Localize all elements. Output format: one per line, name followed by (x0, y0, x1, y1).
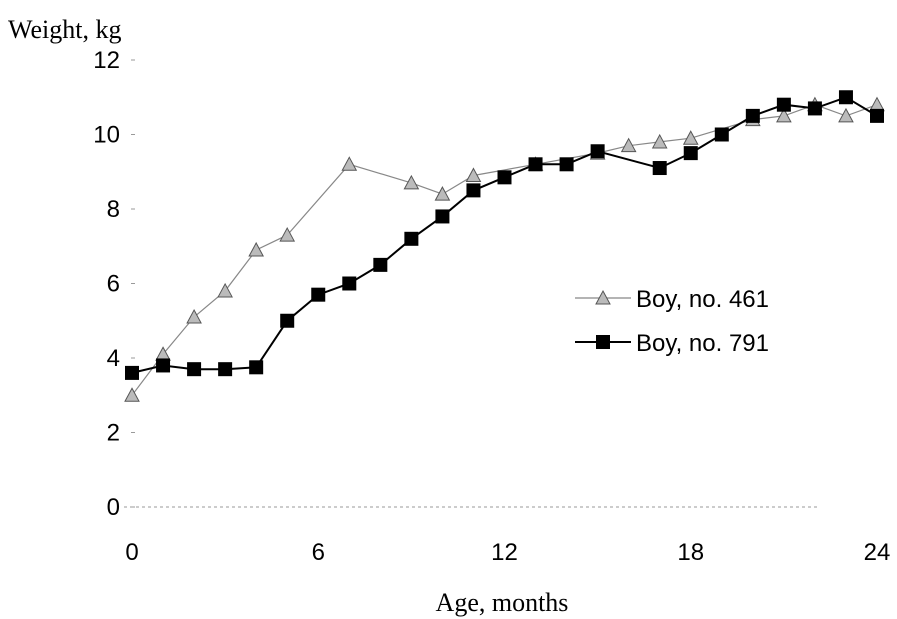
data-point-791 (683, 146, 698, 161)
y-tick-label: 0 (107, 494, 120, 521)
x-axis-title: Age, months (436, 588, 569, 617)
x-tick-label: 6 (312, 539, 325, 566)
data-point-461 (434, 186, 451, 201)
data-point-461 (279, 227, 296, 242)
data-point-791 (807, 101, 822, 116)
y-axis-title: Weight, kg (8, 15, 121, 44)
legend-triangle-marker (595, 289, 611, 305)
data-point-791 (590, 144, 605, 159)
data-point-791 (466, 183, 481, 198)
data-point-791 (187, 362, 202, 377)
data-point-461 (403, 174, 420, 190)
data-point-791 (404, 231, 419, 246)
x-tick-label: 0 (125, 539, 138, 566)
data-point-791 (125, 365, 139, 380)
data-point-791 (776, 97, 791, 112)
data-point-791 (652, 161, 667, 176)
data-point-461 (869, 96, 885, 112)
data-point-461 (651, 133, 668, 149)
x-tick-labels: 0 6 12 18 24 (125, 539, 890, 566)
x-tick-label: 12 (491, 539, 518, 566)
y-tick-label: 4 (107, 345, 120, 372)
data-series (124, 90, 885, 402)
data-point-461 (186, 308, 202, 324)
data-point-461 (341, 156, 358, 171)
data-point-791 (745, 108, 760, 123)
data-point-461 (838, 107, 854, 123)
y-tick-label: 2 (107, 420, 120, 447)
data-point-791 (373, 257, 388, 272)
data-point-461 (776, 107, 792, 123)
y-tick-label: 8 (107, 196, 120, 223)
series-boy-791 (125, 90, 884, 380)
axes (124, 59, 820, 508)
data-point-791 (559, 157, 574, 172)
data-point-791 (342, 276, 357, 291)
y-tick-label: 10 (93, 122, 120, 149)
y-tick-label: 6 (107, 271, 120, 298)
data-point-791 (218, 362, 233, 377)
data-point-791 (435, 209, 450, 224)
legend-square-marker (596, 335, 610, 349)
data-point-461 (620, 137, 637, 153)
data-point-791 (156, 358, 171, 373)
data-point-791 (280, 313, 295, 328)
series-line-461 (131, 104, 878, 396)
data-point-791 (249, 360, 264, 375)
legend: Boy, no. 461 Boy, no. 791 (575, 286, 769, 357)
data-point-791 (714, 127, 729, 142)
legend-label-791: Boy, no. 791 (636, 330, 769, 357)
data-point-461 (465, 167, 482, 182)
data-point-461 (248, 241, 265, 257)
x-tick-label: 18 (677, 539, 704, 566)
legend-label-461: Boy, no. 461 (636, 286, 769, 313)
data-point-791 (870, 108, 884, 123)
series-boy-461 (124, 96, 885, 402)
y-tick-labels: 0 2 4 6 8 10 12 (93, 47, 120, 521)
data-point-791 (311, 287, 326, 302)
data-point-461 (124, 387, 140, 402)
data-point-461 (682, 130, 699, 145)
data-point-791 (497, 170, 512, 185)
x-tick-label: 24 (864, 539, 891, 566)
y-tick-label: 12 (93, 47, 120, 74)
data-point-791 (528, 157, 543, 172)
data-point-461 (217, 282, 233, 298)
data-point-791 (838, 90, 853, 105)
